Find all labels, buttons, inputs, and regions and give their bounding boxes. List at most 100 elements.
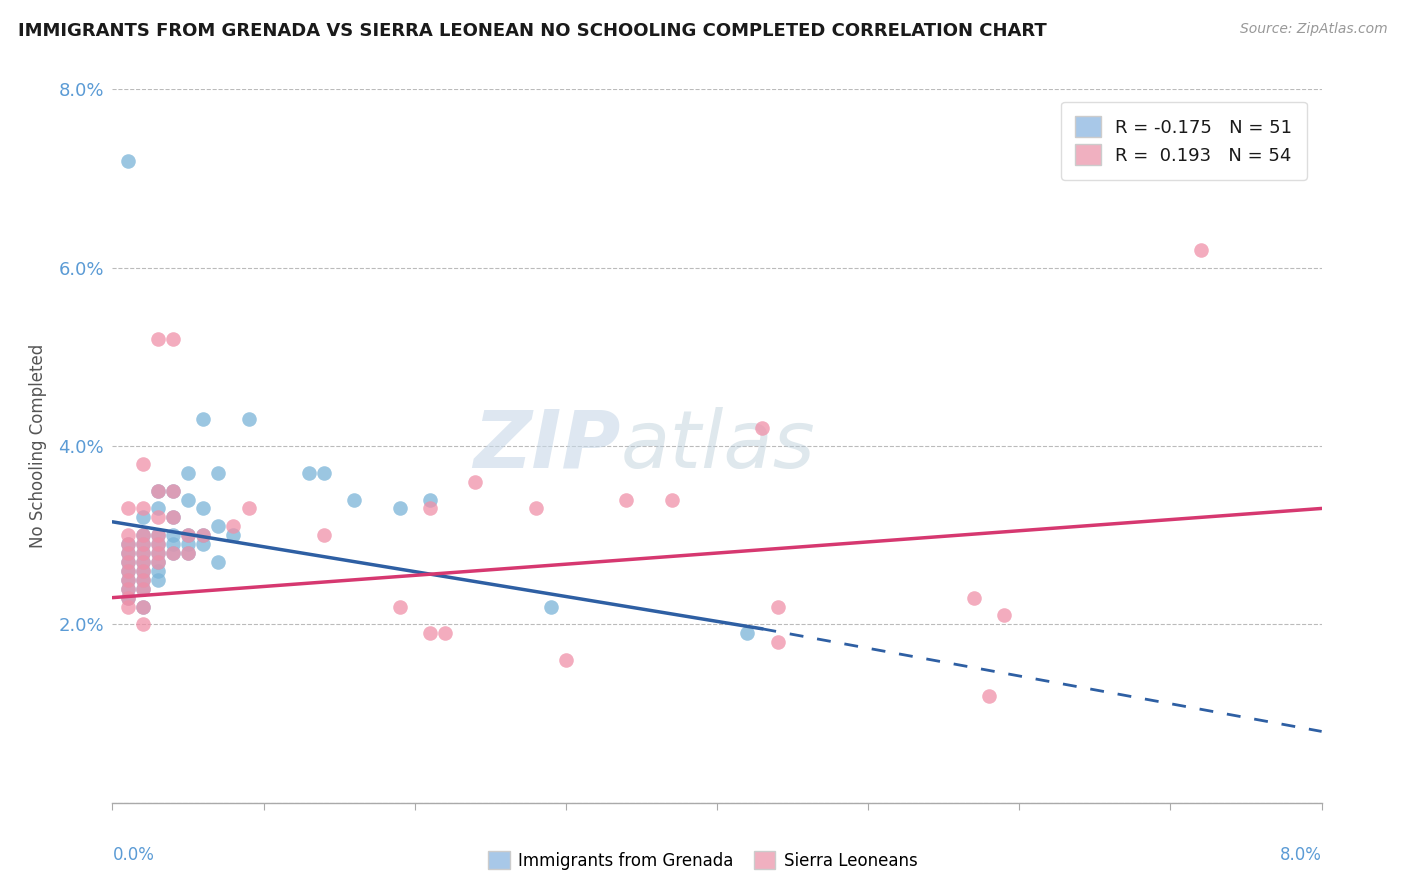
Point bbox=[132, 501, 155, 516]
Point bbox=[146, 555, 169, 569]
Point bbox=[177, 528, 200, 542]
Legend: Immigrants from Grenada, Sierra Leoneans: Immigrants from Grenada, Sierra Leoneans bbox=[482, 845, 924, 877]
Point bbox=[117, 528, 139, 542]
Point bbox=[117, 555, 139, 569]
Point bbox=[766, 635, 789, 649]
Point bbox=[117, 564, 139, 578]
Point bbox=[766, 599, 789, 614]
Point bbox=[146, 501, 169, 516]
Text: ZIP: ZIP bbox=[472, 407, 620, 485]
Point bbox=[191, 501, 215, 516]
Point bbox=[117, 546, 139, 560]
Point bbox=[132, 582, 155, 596]
Point bbox=[117, 599, 139, 614]
Point bbox=[162, 537, 184, 551]
Point bbox=[616, 492, 638, 507]
Point bbox=[132, 564, 155, 578]
Text: IMMIGRANTS FROM GRENADA VS SIERRA LEONEAN NO SCHOOLING COMPLETED CORRELATION CHA: IMMIGRANTS FROM GRENADA VS SIERRA LEONEA… bbox=[18, 22, 1047, 40]
Point bbox=[132, 546, 155, 560]
Text: 8.0%: 8.0% bbox=[1279, 846, 1322, 863]
Point bbox=[117, 591, 139, 605]
Point bbox=[146, 546, 169, 560]
Point bbox=[191, 528, 215, 542]
Point bbox=[146, 537, 169, 551]
Y-axis label: No Schooling Completed: No Schooling Completed bbox=[30, 344, 48, 548]
Point bbox=[132, 564, 155, 578]
Point bbox=[132, 573, 155, 587]
Point bbox=[419, 492, 441, 507]
Point bbox=[146, 546, 169, 560]
Point bbox=[162, 332, 184, 346]
Point bbox=[146, 528, 169, 542]
Point bbox=[146, 483, 169, 498]
Point bbox=[132, 528, 155, 542]
Point bbox=[132, 599, 155, 614]
Point bbox=[312, 528, 335, 542]
Point bbox=[132, 510, 155, 524]
Text: atlas: atlas bbox=[620, 407, 815, 485]
Point bbox=[117, 546, 139, 560]
Point bbox=[177, 492, 200, 507]
Point bbox=[162, 528, 184, 542]
Point bbox=[177, 546, 200, 560]
Point bbox=[312, 466, 335, 480]
Point bbox=[146, 564, 169, 578]
Point bbox=[117, 582, 139, 596]
Point bbox=[146, 483, 169, 498]
Point bbox=[117, 537, 139, 551]
Point bbox=[117, 501, 139, 516]
Point bbox=[464, 475, 486, 489]
Point bbox=[979, 689, 1001, 703]
Point bbox=[207, 466, 229, 480]
Point bbox=[146, 510, 169, 524]
Point bbox=[132, 555, 155, 569]
Point bbox=[132, 617, 155, 632]
Point bbox=[388, 501, 411, 516]
Point bbox=[117, 555, 139, 569]
Point bbox=[419, 626, 441, 640]
Point bbox=[661, 492, 683, 507]
Point bbox=[993, 608, 1015, 623]
Point bbox=[146, 332, 169, 346]
Point bbox=[117, 573, 139, 587]
Point bbox=[177, 466, 200, 480]
Point bbox=[117, 564, 139, 578]
Point bbox=[117, 591, 139, 605]
Point bbox=[207, 555, 229, 569]
Point bbox=[177, 537, 200, 551]
Point bbox=[132, 555, 155, 569]
Point bbox=[963, 591, 986, 605]
Text: Source: ZipAtlas.com: Source: ZipAtlas.com bbox=[1240, 22, 1388, 37]
Point bbox=[238, 501, 260, 516]
Point bbox=[751, 421, 773, 435]
Point bbox=[524, 501, 547, 516]
Point bbox=[191, 412, 215, 426]
Point bbox=[117, 573, 139, 587]
Point bbox=[132, 528, 155, 542]
Point bbox=[177, 546, 200, 560]
Point bbox=[162, 483, 184, 498]
Point bbox=[146, 528, 169, 542]
Point bbox=[132, 546, 155, 560]
Point bbox=[132, 457, 155, 471]
Point bbox=[132, 537, 155, 551]
Point bbox=[343, 492, 366, 507]
Point bbox=[117, 153, 139, 168]
Text: 0.0%: 0.0% bbox=[112, 846, 155, 863]
Point bbox=[132, 537, 155, 551]
Point bbox=[298, 466, 321, 480]
Point bbox=[191, 537, 215, 551]
Point bbox=[162, 546, 184, 560]
Point bbox=[222, 528, 245, 542]
Point bbox=[132, 582, 155, 596]
Point bbox=[162, 483, 184, 498]
Point bbox=[207, 519, 229, 533]
Point bbox=[737, 626, 759, 640]
Point bbox=[162, 510, 184, 524]
Point bbox=[132, 573, 155, 587]
Point bbox=[191, 528, 215, 542]
Point bbox=[1189, 243, 1212, 257]
Legend: R = -0.175   N = 51, R =  0.193   N = 54: R = -0.175 N = 51, R = 0.193 N = 54 bbox=[1062, 102, 1306, 179]
Point bbox=[162, 510, 184, 524]
Point bbox=[162, 546, 184, 560]
